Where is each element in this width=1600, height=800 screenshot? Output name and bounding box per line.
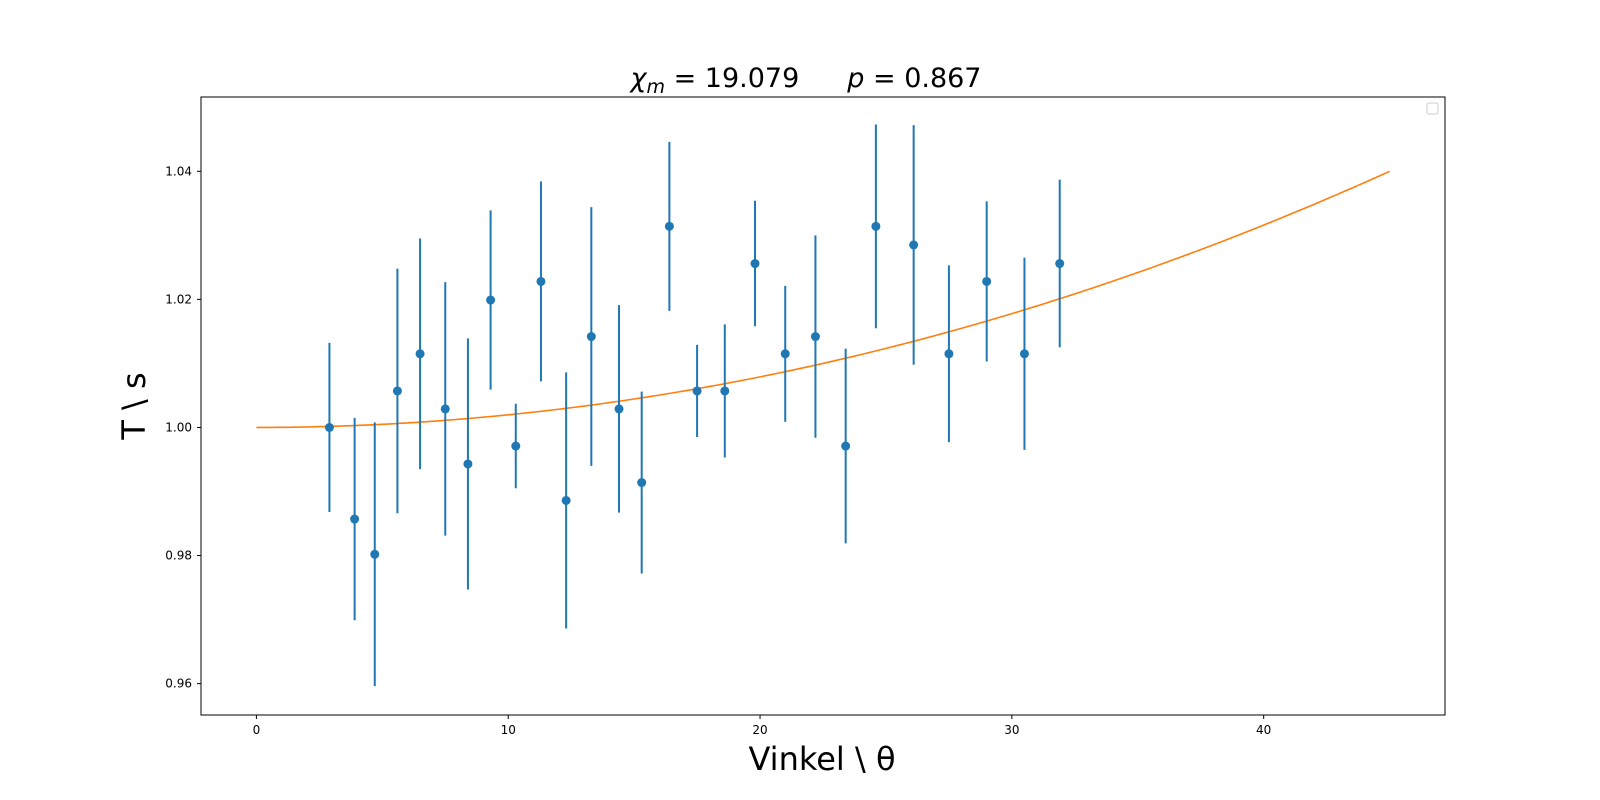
data-point (1055, 259, 1065, 269)
data-point (486, 295, 496, 305)
data-point (909, 240, 919, 250)
data-point (561, 495, 571, 505)
data-point (944, 349, 954, 359)
data-point (614, 404, 624, 414)
x-tick-label: 30 (1004, 723, 1019, 737)
x-tick-label: 40 (1256, 723, 1271, 737)
data-point (637, 478, 647, 488)
data-point (392, 386, 402, 396)
y-axis-label: T \ s (115, 372, 153, 440)
data-point (692, 386, 702, 396)
data-point (871, 221, 881, 231)
data-point (324, 422, 334, 432)
chart-title: χm = 19.079 p = 0.867 (629, 63, 982, 98)
data-point (370, 549, 380, 559)
x-axis-label: Vinkel \ θ (748, 740, 895, 778)
data-point (536, 276, 546, 286)
data-point (810, 332, 820, 342)
data-point (720, 386, 730, 396)
axis-ticks: 0 10 20 30 40 0.96 0.98 1.00 1.02 1.04 (165, 164, 1271, 737)
data-point (664, 221, 674, 231)
data-point (511, 441, 521, 451)
x-tick-label: 10 (501, 723, 516, 737)
x-tick-label: 20 (752, 723, 767, 737)
y-tick-label: 0.98 (165, 549, 192, 563)
data-point (780, 349, 790, 359)
data-point (750, 259, 760, 269)
fit-curve (256, 170, 1390, 429)
data-point (841, 441, 851, 451)
data-point (350, 514, 360, 524)
y-tick-label: 0.96 (165, 677, 192, 691)
data-point (586, 332, 596, 342)
data-point (982, 276, 992, 286)
y-tick-label: 1.04 (165, 164, 192, 178)
data-point (415, 349, 425, 359)
y-tick-label: 1.02 (165, 292, 192, 306)
legend-box (1426, 102, 1439, 115)
plot-frame (200, 96, 1446, 716)
x-tick-label: 0 (253, 723, 261, 737)
data-point (463, 459, 473, 469)
data-point (1019, 349, 1029, 359)
data-point (440, 404, 450, 414)
plot-marks (256, 124, 1390, 687)
y-tick-label: 1.00 (165, 420, 192, 434)
